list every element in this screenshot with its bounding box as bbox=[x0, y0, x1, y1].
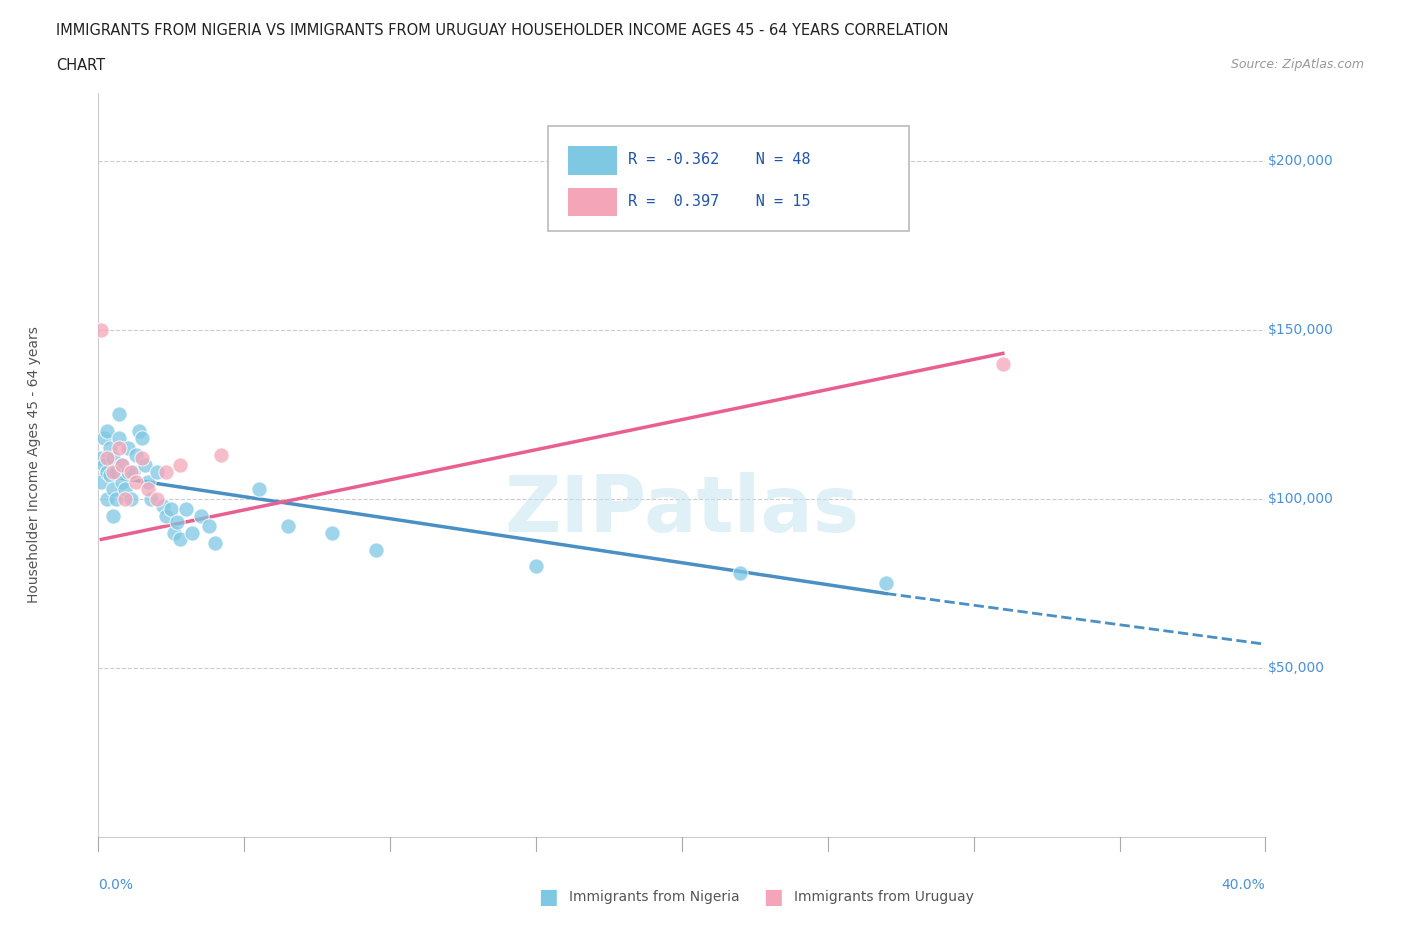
Text: Householder Income Ages 45 - 64 years: Householder Income Ages 45 - 64 years bbox=[27, 326, 41, 604]
Point bbox=[120, 491, 142, 506]
Point bbox=[101, 451, 124, 466]
Text: Immigrants from Uruguay: Immigrants from Uruguay bbox=[794, 890, 974, 905]
Point bbox=[728, 565, 751, 580]
Point bbox=[364, 542, 387, 557]
Point bbox=[117, 464, 139, 479]
Point bbox=[198, 518, 221, 533]
Point bbox=[120, 464, 142, 479]
Point bbox=[104, 491, 127, 506]
Point bbox=[190, 509, 212, 524]
Point bbox=[101, 464, 124, 479]
Text: Immigrants from Nigeria: Immigrants from Nigeria bbox=[569, 890, 740, 905]
Point bbox=[108, 431, 131, 445]
Text: CHART: CHART bbox=[56, 58, 105, 73]
Text: R = -0.362    N = 48: R = -0.362 N = 48 bbox=[628, 153, 811, 167]
Point bbox=[152, 498, 174, 513]
Point bbox=[108, 441, 131, 456]
Point bbox=[875, 576, 897, 591]
Point bbox=[101, 481, 124, 496]
Point bbox=[111, 474, 134, 489]
Point bbox=[131, 431, 153, 445]
Text: $50,000: $50,000 bbox=[1268, 661, 1324, 675]
Text: ZIPatlas: ZIPatlas bbox=[505, 472, 859, 548]
FancyBboxPatch shape bbox=[568, 188, 617, 216]
Point bbox=[114, 481, 136, 496]
Point bbox=[169, 532, 191, 547]
Text: Source: ZipAtlas.com: Source: ZipAtlas.com bbox=[1230, 58, 1364, 71]
Text: IMMIGRANTS FROM NIGERIA VS IMMIGRANTS FROM URUGUAY HOUSEHOLDER INCOME AGES 45 - : IMMIGRANTS FROM NIGERIA VS IMMIGRANTS FR… bbox=[56, 23, 949, 38]
Point bbox=[180, 525, 202, 540]
Point bbox=[125, 447, 148, 462]
Point bbox=[277, 518, 299, 533]
Point bbox=[169, 458, 191, 472]
Point bbox=[101, 509, 124, 524]
Point bbox=[209, 447, 232, 462]
Text: R =  0.397    N = 15: R = 0.397 N = 15 bbox=[628, 193, 811, 208]
Point bbox=[108, 406, 131, 421]
Point bbox=[128, 424, 150, 439]
Point bbox=[93, 431, 115, 445]
Point bbox=[96, 464, 118, 479]
Point bbox=[114, 491, 136, 506]
Point bbox=[104, 464, 127, 479]
Point bbox=[136, 474, 159, 489]
Point bbox=[90, 474, 112, 489]
Point bbox=[160, 501, 183, 516]
Point bbox=[93, 458, 115, 472]
Text: $200,000: $200,000 bbox=[1268, 153, 1333, 167]
Point bbox=[122, 464, 145, 479]
Point bbox=[117, 441, 139, 456]
Point bbox=[204, 536, 226, 551]
Point bbox=[125, 474, 148, 489]
Point bbox=[96, 451, 118, 466]
Point bbox=[321, 525, 343, 540]
Point bbox=[247, 481, 270, 496]
FancyBboxPatch shape bbox=[568, 146, 617, 175]
Point bbox=[136, 481, 159, 496]
Point bbox=[524, 559, 547, 574]
Point bbox=[96, 491, 118, 506]
Text: 40.0%: 40.0% bbox=[1222, 878, 1265, 892]
Point bbox=[134, 458, 156, 472]
Point bbox=[139, 491, 162, 506]
Point bbox=[166, 515, 188, 530]
Text: 0.0%: 0.0% bbox=[98, 878, 134, 892]
Text: ■: ■ bbox=[538, 887, 558, 908]
Point bbox=[991, 356, 1014, 371]
Point bbox=[155, 464, 177, 479]
Point bbox=[131, 451, 153, 466]
Point bbox=[96, 424, 118, 439]
Point bbox=[146, 491, 169, 506]
Point bbox=[98, 468, 121, 483]
Point bbox=[90, 451, 112, 466]
FancyBboxPatch shape bbox=[548, 126, 910, 231]
Point bbox=[90, 323, 112, 338]
Point bbox=[174, 501, 197, 516]
Point bbox=[98, 441, 121, 456]
Text: $150,000: $150,000 bbox=[1268, 323, 1334, 337]
Point bbox=[155, 509, 177, 524]
Text: ■: ■ bbox=[763, 887, 783, 908]
Text: $100,000: $100,000 bbox=[1268, 492, 1334, 506]
Point bbox=[111, 458, 134, 472]
Point bbox=[163, 525, 186, 540]
Point bbox=[111, 458, 134, 472]
Point bbox=[146, 464, 169, 479]
